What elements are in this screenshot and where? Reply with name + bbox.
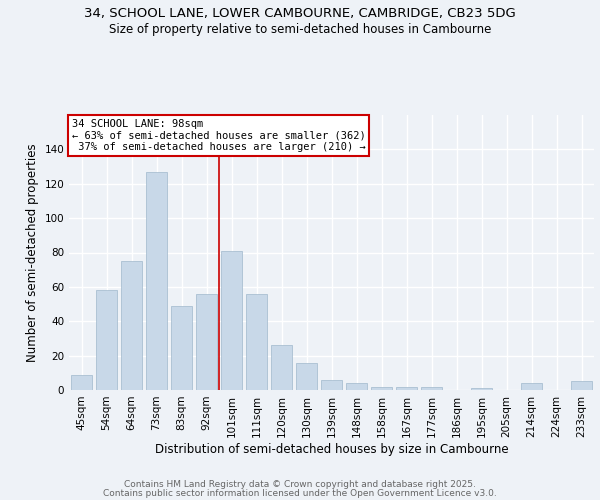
Text: 34 SCHOOL LANE: 98sqm
← 63% of semi-detached houses are smaller (362)
 37% of se: 34 SCHOOL LANE: 98sqm ← 63% of semi-deta… bbox=[71, 119, 365, 152]
Bar bbox=[321, 380, 342, 390]
Y-axis label: Number of semi-detached properties: Number of semi-detached properties bbox=[26, 143, 39, 362]
Text: Size of property relative to semi-detached houses in Cambourne: Size of property relative to semi-detach… bbox=[109, 22, 491, 36]
Bar bbox=[196, 294, 217, 390]
Bar bbox=[421, 386, 442, 390]
Text: 34, SCHOOL LANE, LOWER CAMBOURNE, CAMBRIDGE, CB23 5DG: 34, SCHOOL LANE, LOWER CAMBOURNE, CAMBRI… bbox=[84, 8, 516, 20]
Bar bbox=[571, 382, 592, 390]
Bar bbox=[96, 290, 117, 390]
X-axis label: Distribution of semi-detached houses by size in Cambourne: Distribution of semi-detached houses by … bbox=[155, 442, 508, 456]
Text: Contains HM Land Registry data © Crown copyright and database right 2025.: Contains HM Land Registry data © Crown c… bbox=[124, 480, 476, 489]
Bar bbox=[521, 383, 542, 390]
Bar bbox=[271, 346, 292, 390]
Bar bbox=[371, 386, 392, 390]
Bar bbox=[471, 388, 492, 390]
Bar bbox=[246, 294, 267, 390]
Bar bbox=[171, 306, 192, 390]
Bar bbox=[396, 386, 417, 390]
Text: Contains public sector information licensed under the Open Government Licence v3: Contains public sector information licen… bbox=[103, 489, 497, 498]
Bar bbox=[221, 251, 242, 390]
Bar bbox=[71, 374, 92, 390]
Bar bbox=[121, 261, 142, 390]
Bar bbox=[296, 362, 317, 390]
Bar bbox=[146, 172, 167, 390]
Bar bbox=[346, 383, 367, 390]
